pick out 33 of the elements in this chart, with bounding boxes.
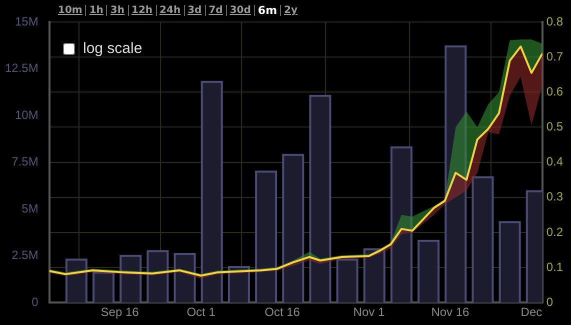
y-tick-label: 2.5M xyxy=(12,248,38,262)
text: 2y xyxy=(280,5,301,16)
text: 6m xyxy=(254,4,280,17)
y2-tick-label: 0.1 xyxy=(546,260,564,274)
y2-tick-label: 0.7 xyxy=(546,49,564,64)
text: 1h xyxy=(85,5,106,16)
text: 10m xyxy=(57,5,84,16)
x-tick-label: Oct 1 xyxy=(186,305,216,320)
y2-tick-label: 0.6 xyxy=(546,84,564,98)
y-tick-label: 10M xyxy=(15,108,38,122)
text: 3d xyxy=(184,5,205,16)
x-tick-label: Oct 16 xyxy=(264,305,300,320)
y2-tick-label: 0 xyxy=(546,294,554,309)
y2-tick-label: 0.4 xyxy=(546,154,564,169)
y-tick-label: 15M xyxy=(15,14,38,28)
y2-tick-label: 0.5 xyxy=(546,120,564,134)
annotation: log scale xyxy=(83,40,142,57)
text: 24h xyxy=(156,5,184,16)
y2-tick-label: 0.2 xyxy=(546,224,564,239)
y-tick-label: 7.5M xyxy=(12,154,38,169)
text: 7d xyxy=(204,5,226,16)
text: 30d xyxy=(226,5,254,16)
y-tick-label: 5M xyxy=(22,201,38,216)
x-tick-label: Dec xyxy=(520,305,542,320)
x-tick-label: Sep 16 xyxy=(100,305,140,320)
y2-tick-label: 0.3 xyxy=(546,190,564,204)
x-tick-label: Nov 1 xyxy=(353,305,385,320)
text: 12h xyxy=(128,5,156,16)
y-tick-label: 0 xyxy=(32,294,39,309)
y2-tick-label: 0.8 xyxy=(546,14,564,28)
y-tick-label: 12.5M xyxy=(4,61,38,76)
x-tick-label: Nov 16 xyxy=(431,305,470,320)
text: 3h xyxy=(106,5,128,16)
